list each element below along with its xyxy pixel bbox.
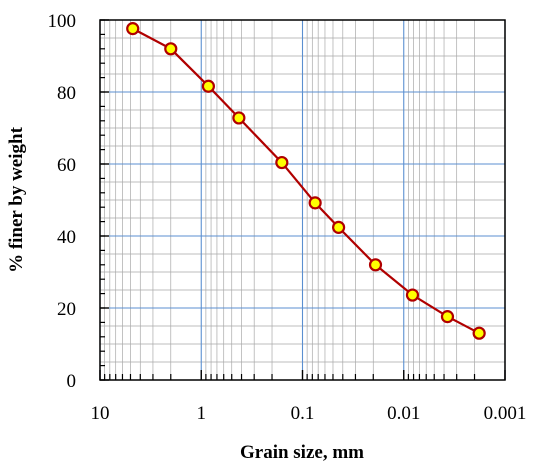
x-tick-label: 0.1 bbox=[291, 403, 315, 424]
data-point bbox=[472, 326, 486, 340]
y-tick-label: 0 bbox=[67, 371, 77, 392]
axis-ticks bbox=[99, 19, 506, 381]
tick-labels: 10 1 0.1 0.01 0.001 0 20 40 60 80 100 bbox=[48, 11, 527, 424]
data-point bbox=[164, 42, 178, 56]
x-axis-title: Grain size, mm bbox=[240, 442, 364, 463]
y-tick-label: 100 bbox=[48, 11, 77, 32]
data-point bbox=[440, 310, 455, 324]
data-point bbox=[201, 79, 215, 93]
data-point bbox=[368, 258, 383, 272]
data-point bbox=[308, 196, 322, 210]
x-tick-label: 10 bbox=[91, 403, 110, 424]
series-group bbox=[126, 22, 486, 340]
data-point bbox=[405, 288, 420, 302]
x-tick-label: 0.001 bbox=[484, 403, 527, 424]
y-tick-label: 40 bbox=[57, 227, 76, 248]
y-tick-label: 20 bbox=[57, 299, 76, 320]
data-point bbox=[275, 155, 289, 170]
y-tick-label: 80 bbox=[57, 83, 76, 104]
minor-grid bbox=[100, 20, 505, 380]
x-tick-label: 0.01 bbox=[387, 403, 420, 424]
y-axis-title: % finer by weight bbox=[6, 126, 27, 273]
x-tick-label: 1 bbox=[197, 403, 207, 424]
data-point bbox=[332, 220, 346, 234]
data-point bbox=[126, 22, 140, 36]
data-point bbox=[232, 111, 246, 125]
y-tick-label: 60 bbox=[57, 155, 76, 176]
